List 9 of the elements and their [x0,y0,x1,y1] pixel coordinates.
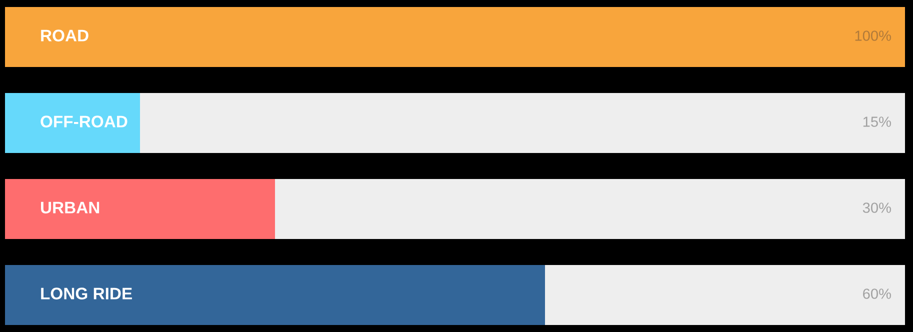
data-label: 30% [862,202,891,213]
data-label: 60% [863,288,891,299]
y-tick-label: URBAN [41,202,100,214]
y-tick-label: ROAD [41,30,88,42]
bar [5,93,140,153]
y-tick-label: OFF-ROAD [40,116,128,128]
data-label: 100% [855,30,891,41]
data-label: 15% [863,116,891,127]
y-tick-label: LONG RIDE [41,288,132,300]
